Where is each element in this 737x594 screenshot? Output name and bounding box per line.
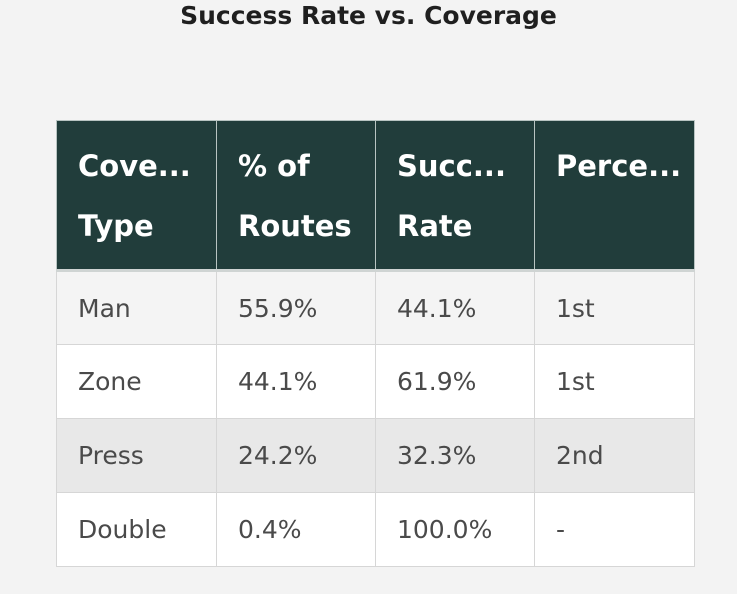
header-line: Cove... bbox=[78, 149, 191, 183]
cell-success-rate: 32.3% bbox=[375, 418, 535, 493]
cell-coverage-type: Zone bbox=[56, 344, 217, 419]
cell-pct-routes: 0.4% bbox=[216, 492, 376, 567]
table-body: Man 55.9% 44.1% 1st Zone 44.1% 61.9% 1st… bbox=[56, 270, 695, 567]
cell-success-rate: 100.0% bbox=[375, 492, 535, 567]
table-row: Press 24.2% 32.3% 2nd bbox=[56, 418, 695, 493]
header-line: Rate bbox=[397, 209, 473, 243]
cell-percentile: 1st bbox=[534, 344, 695, 419]
header-line: Routes bbox=[238, 209, 352, 243]
cell-success-rate: 44.1% bbox=[375, 270, 535, 345]
data-table: Cove... Type % of Routes Succ... Rate Pe… bbox=[56, 120, 695, 567]
header-line: Succ... bbox=[397, 149, 506, 183]
cell-pct-routes: 44.1% bbox=[216, 344, 376, 419]
cell-pct-routes: 55.9% bbox=[216, 270, 376, 345]
cell-success-rate: 61.9% bbox=[375, 344, 535, 419]
column-header-pct-routes[interactable]: % of Routes bbox=[216, 120, 376, 272]
column-header-coverage-type[interactable]: Cove... Type bbox=[56, 120, 217, 272]
cell-percentile: 2nd bbox=[534, 418, 695, 493]
header-line: % of bbox=[238, 149, 310, 183]
cell-coverage-type: Double bbox=[56, 492, 217, 567]
table-row: Double 0.4% 100.0% - bbox=[56, 492, 695, 567]
column-header-success-rate[interactable]: Succ... Rate bbox=[375, 120, 535, 272]
column-header-percentile[interactable]: Perce... bbox=[534, 120, 695, 272]
header-line: Perce... bbox=[556, 149, 682, 183]
header-line: Type bbox=[78, 209, 154, 243]
table-row: Man 55.9% 44.1% 1st bbox=[56, 270, 695, 345]
data-table-container: Cove... Type % of Routes Succ... Rate Pe… bbox=[56, 120, 695, 567]
chart-title: Success Rate vs. Coverage bbox=[180, 1, 557, 30]
cell-coverage-type: Press bbox=[56, 418, 217, 493]
cell-percentile: - bbox=[534, 492, 695, 567]
cell-pct-routes: 24.2% bbox=[216, 418, 376, 493]
header-row: Cove... Type % of Routes Succ... Rate Pe… bbox=[56, 120, 695, 272]
cell-coverage-type: Man bbox=[56, 270, 217, 345]
table-row: Zone 44.1% 61.9% 1st bbox=[56, 344, 695, 419]
table-header: Cove... Type % of Routes Succ... Rate Pe… bbox=[56, 120, 695, 272]
cell-percentile: 1st bbox=[534, 270, 695, 345]
